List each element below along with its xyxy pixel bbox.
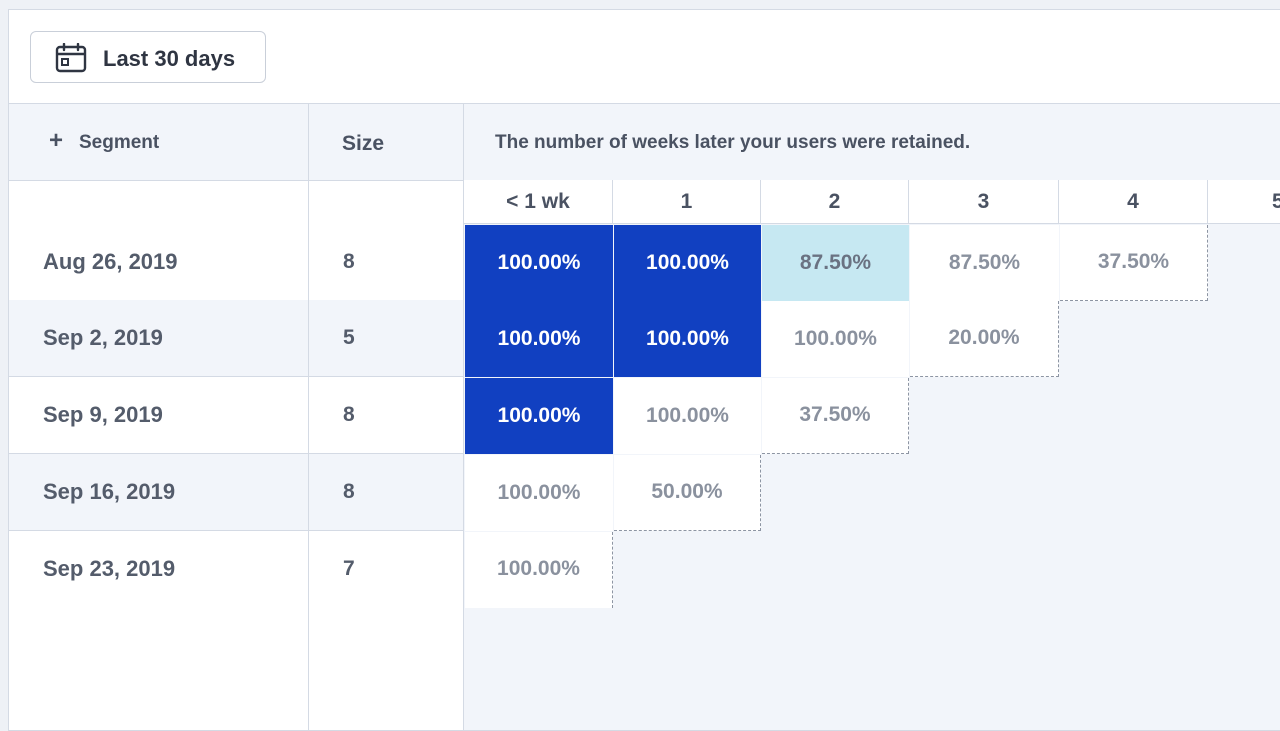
table-row: 8 bbox=[309, 377, 463, 454]
retention-panel: Last 30 days + Segment Aug 26, 2019 Sep 2… bbox=[8, 9, 1280, 731]
week-column-header: < 1 wk bbox=[464, 180, 613, 224]
toolbar: Last 30 days bbox=[9, 10, 1280, 104]
size-header-label: Size bbox=[342, 132, 385, 155]
retention-cell[interactable]: 100.00% bbox=[465, 378, 613, 454]
retention-cell[interactable]: 87.50% bbox=[910, 225, 1059, 301]
week-column-header: 5 bbox=[1208, 180, 1280, 224]
retention-cell[interactable]: 50.00% bbox=[614, 455, 761, 531]
table-row: Aug 26, 2019 bbox=[9, 224, 308, 301]
cohort-label: Sep 9, 2019 bbox=[43, 402, 163, 427]
retention-cell[interactable]: 87.50% bbox=[762, 225, 909, 301]
week-column-header: 1 bbox=[613, 180, 761, 224]
retention-cell[interactable]: 100.00% bbox=[614, 301, 761, 377]
retention-cell[interactable]: 100.00% bbox=[465, 301, 613, 377]
table-row: Sep 9, 2019 bbox=[9, 377, 308, 454]
size-header: Size bbox=[309, 104, 463, 181]
week-column-header: 4 bbox=[1059, 180, 1208, 224]
add-segment-label[interactable]: Segment bbox=[79, 132, 160, 153]
table-row: 8 bbox=[309, 224, 463, 301]
retention-cell[interactable]: 100.00% bbox=[614, 378, 761, 454]
week-column-header: 2 bbox=[761, 180, 909, 224]
table-row: Sep 16, 2019 bbox=[9, 454, 308, 531]
cohort-label: Sep 16, 2019 bbox=[43, 479, 176, 504]
date-range-label: Last 30 days bbox=[103, 46, 236, 71]
table-row: 5 bbox=[309, 300, 463, 377]
week-column-header: 3 bbox=[909, 180, 1059, 224]
retention-cell[interactable]: 100.00% bbox=[465, 225, 613, 301]
segment-column: + Segment Aug 26, 2019 Sep 2, 2019 Sep 9, … bbox=[9, 104, 309, 730]
cohort-label: Sep 2, 2019 bbox=[43, 325, 163, 350]
cohort-size: 5 bbox=[343, 326, 355, 349]
cohort-label: Aug 26, 2019 bbox=[43, 249, 178, 274]
cohort-size: 8 bbox=[343, 403, 355, 426]
retention-cell[interactable]: 100.00% bbox=[762, 301, 909, 377]
retention-grid: The number of weeks later your users wer… bbox=[464, 104, 1280, 730]
table-row: 7 bbox=[309, 531, 463, 617]
plus-icon[interactable]: + bbox=[49, 127, 64, 154]
segment-header[interactable]: + Segment bbox=[9, 104, 308, 181]
table-row: 8 bbox=[309, 454, 463, 531]
retention-cell[interactable]: 100.00% bbox=[465, 455, 613, 531]
retention-cell[interactable]: 37.50% bbox=[1060, 225, 1208, 301]
cohort-size: 7 bbox=[343, 557, 355, 580]
size-column: Size 8 5 8 8 7 bbox=[309, 104, 464, 730]
calendar-icon bbox=[55, 43, 87, 73]
date-range-button[interactable]: Last 30 days bbox=[30, 31, 266, 83]
weeks-caption: The number of weeks later your users wer… bbox=[495, 132, 971, 153]
retention-cell[interactable]: 20.00% bbox=[910, 301, 1059, 377]
cohort-size: 8 bbox=[343, 480, 355, 503]
weeks-header: The number of weeks later your users wer… bbox=[464, 104, 1280, 181]
retention-cell[interactable]: 37.50% bbox=[762, 378, 909, 454]
cohort-size: 8 bbox=[343, 250, 355, 273]
retention-cell[interactable]: 100.00% bbox=[614, 225, 761, 301]
table-row: Sep 23, 2019 bbox=[9, 531, 308, 617]
cohort-label: Sep 23, 2019 bbox=[43, 556, 176, 581]
table-row: Sep 2, 2019 bbox=[9, 300, 308, 377]
retention-cell[interactable]: 100.00% bbox=[465, 532, 613, 608]
